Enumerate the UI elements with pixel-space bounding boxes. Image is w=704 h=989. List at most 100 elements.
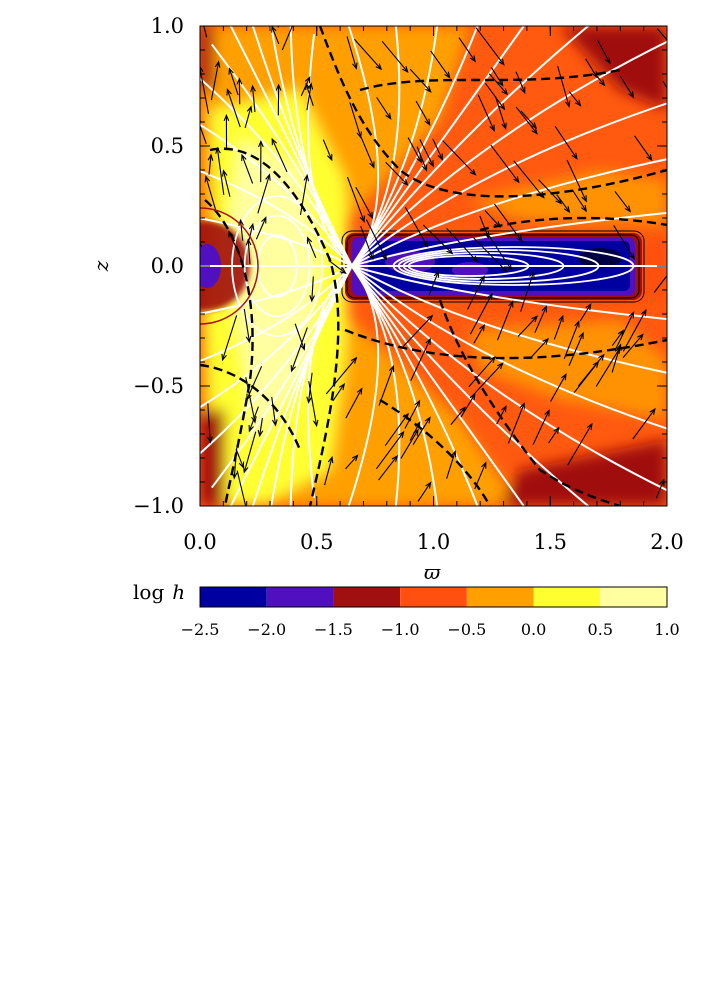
velocity-arrowhead: [659, 478, 665, 486]
dashed-contour: [379, 398, 492, 506]
colorbar-frame: [199, 586, 668, 608]
colorbar-segment: [466, 587, 534, 607]
velocity-arrow: [615, 312, 635, 349]
velocity-arrowhead: [479, 323, 485, 332]
velocity-arrow: [611, 330, 624, 346]
velocity-arrowhead: [450, 450, 457, 458]
velocity-arrow: [257, 174, 271, 214]
velocity-arrow: [460, 393, 476, 418]
velocity-arrowhead: [200, 66, 204, 72]
velocity-arrow: [517, 315, 538, 337]
velocity-arrowhead: [520, 86, 526, 95]
velocity-arrow: [247, 224, 254, 244]
velocity-arrowhead: [425, 337, 431, 346]
velocity-arrow: [446, 227, 478, 262]
y-axis-title: z: [89, 260, 113, 272]
velocity-arrowhead: [444, 71, 451, 79]
velocity-arrow: [277, 26, 280, 28]
velocity-arrowhead: [604, 57, 611, 65]
velocity-arrow: [375, 431, 405, 470]
velocity-arrowhead: [489, 124, 495, 132]
velocity-arrow: [345, 388, 363, 419]
velocity-arrowhead: [676, 51, 681, 57]
velocity-arrowhead: [479, 275, 485, 283]
velocity-arrow: [513, 160, 545, 199]
velocity-arrowhead: [586, 422, 593, 431]
velocity-arrowhead: [215, 146, 221, 154]
velocity-arrowhead: [351, 454, 359, 462]
velocity-arrow: [655, 479, 665, 499]
velocity-arrowhead: [303, 173, 310, 182]
velocity-arrowhead: [428, 160, 434, 168]
velocity-arrowhead: [338, 383, 345, 391]
velocity-arrow: [216, 147, 225, 195]
velocity-arrow: [385, 161, 408, 186]
velocity-arrow: [458, 37, 476, 62]
velocity-arrow: [243, 308, 250, 342]
velocity-arrowhead: [375, 63, 383, 71]
colorbar-tick-label: −0.5: [447, 620, 486, 639]
velocity-arrow: [474, 462, 487, 490]
velocity-arrow: [228, 68, 239, 96]
velocity-arrow: [404, 206, 428, 247]
velocity-arrowhead: [580, 205, 588, 213]
velocity-arrowhead: [498, 103, 506, 111]
velocity-arrowhead: [265, 173, 271, 181]
velocity-arrow: [490, 144, 520, 183]
velocity-arrowhead: [244, 508, 249, 514]
velocity-arrow: [243, 431, 257, 473]
velocity-arrow: [332, 383, 345, 402]
velocity-arrow: [595, 347, 621, 387]
velocity-arrow: [400, 429, 419, 459]
velocity-arrow: [378, 366, 394, 406]
velocity-arrow: [235, 448, 244, 468]
velocity-arrow: [271, 396, 277, 426]
velocity-arrowhead: [245, 335, 252, 344]
velocity-arrow: [222, 315, 238, 361]
field-line: [350, 265, 401, 506]
velocity-arrowhead: [571, 152, 578, 160]
velocity-arrow: [473, 237, 508, 273]
velocity-arrowhead: [359, 215, 365, 223]
velocity-arrow: [596, 39, 611, 64]
velocity-arrow: [619, 76, 634, 98]
x-tick-label: 1.0: [417, 530, 450, 554]
velocity-arrowhead: [248, 425, 254, 433]
velocity-arrow: [548, 427, 560, 444]
velocity-arrowhead: [531, 127, 538, 135]
velocity-arrow: [239, 220, 244, 241]
velocity-arrowhead: [592, 360, 600, 368]
velocity-arrow: [488, 73, 508, 95]
colorbar-tick-label: −1.0: [381, 620, 420, 639]
velocity-arrowhead: [367, 211, 374, 220]
velocity-arrowhead: [598, 79, 606, 87]
velocity-arrow: [417, 482, 432, 502]
torus-field-line: [392, 246, 635, 286]
velocity-arrow: [428, 271, 439, 296]
velocity-arrow: [515, 106, 538, 134]
velocity-arrow: [515, 71, 526, 94]
x-axis-title: ϖ: [424, 560, 441, 584]
velocity-arrow: [585, 58, 598, 78]
velocity-arrow: [255, 217, 267, 240]
velocity-arrow: [484, 82, 505, 110]
velocity-arrow: [467, 276, 485, 310]
axis-ticks: [199, 25, 668, 507]
velocity-arrowhead: [401, 179, 409, 186]
field-line: [200, 170, 353, 267]
colorbar-tick-label: −2.0: [247, 620, 286, 639]
velocity-arrow: [568, 91, 581, 106]
velocity-arrow: [566, 159, 587, 202]
velocity-arrow: [205, 176, 217, 213]
colorbar-segment: [600, 587, 667, 607]
velocity-arrow: [200, 124, 207, 144]
velocity-arrowhead: [236, 77, 243, 85]
velocity-arrowhead: [560, 373, 567, 381]
velocity-arrow: [415, 100, 431, 126]
velocity-arrow: [244, 106, 252, 129]
colorbar-title-prefix: log: [133, 580, 164, 604]
velocity-arrow: [494, 96, 507, 129]
velocity-arrow: [614, 191, 631, 212]
velocity-arrow: [653, 274, 667, 293]
velocity-arrowhead: [246, 105, 253, 113]
